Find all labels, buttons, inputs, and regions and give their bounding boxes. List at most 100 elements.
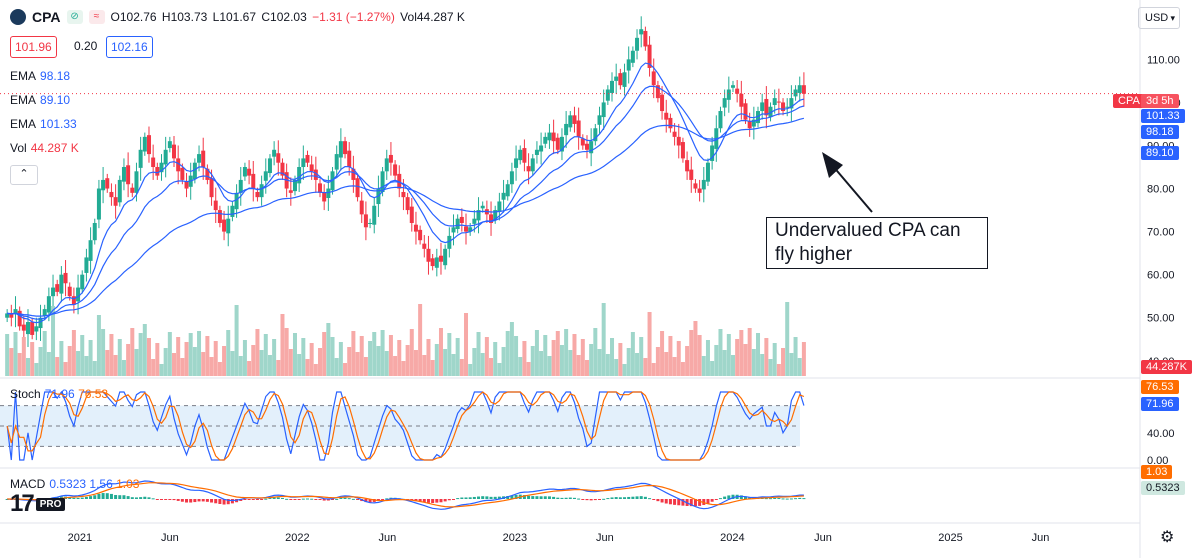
candle-body xyxy=(121,167,126,182)
macd-histogram-bar xyxy=(289,499,293,500)
macd-histogram-bar xyxy=(285,498,289,500)
collapse-legend-button[interactable]: ⌃ xyxy=(10,165,38,185)
macd-histogram-bar xyxy=(656,499,660,502)
macd-histogram-bar xyxy=(739,495,743,499)
ema-legend-2[interactable]: EMA 89.10 xyxy=(10,92,70,108)
volume-bar xyxy=(451,354,456,376)
volume-bar xyxy=(505,331,510,376)
volume-bar xyxy=(643,358,648,376)
macd-histogram-bar xyxy=(109,493,113,499)
macd-histogram-bar xyxy=(272,497,276,499)
flag-red-icon[interactable]: ≈ xyxy=(88,10,105,24)
candle-body xyxy=(409,206,414,223)
ema-2-price-label: 89.10 xyxy=(1141,146,1179,160)
volume-bar xyxy=(13,332,18,376)
macd-histogram-bar xyxy=(568,497,572,499)
volume-bar xyxy=(5,334,10,376)
volume-bar xyxy=(726,334,731,376)
candle-body xyxy=(593,128,598,142)
candle-body xyxy=(689,169,694,180)
volume-bar xyxy=(117,339,122,376)
bid-price-button[interactable]: 101.96 xyxy=(10,36,57,58)
stoch-legend[interactable]: Stoch 71.96 76.53 xyxy=(10,386,108,402)
annotation-line-1: Undervalued CPA can xyxy=(775,220,961,241)
volume-bar xyxy=(447,333,452,376)
macd-histogram-bar xyxy=(785,498,789,500)
macd-histogram-bar xyxy=(727,495,731,499)
volume-bar xyxy=(526,362,531,376)
candle-body xyxy=(142,136,147,152)
candle-body xyxy=(301,158,306,168)
candle-body xyxy=(489,214,494,223)
ema-1-price-label: 98.18 xyxy=(1141,125,1179,139)
macd-histogram-bar xyxy=(230,499,234,504)
volume-bar xyxy=(509,322,514,376)
candle-body xyxy=(138,149,143,168)
ema-legend-3[interactable]: EMA 101.33 xyxy=(10,116,77,132)
candle-body xyxy=(747,121,752,129)
volume-bar xyxy=(589,344,594,376)
candle-body xyxy=(343,141,348,155)
macd-histogram-bar xyxy=(773,497,777,499)
macd-histogram-bar xyxy=(623,497,627,499)
macd-legend[interactable]: MACD 0.5323 1.56 1.03 xyxy=(10,476,139,492)
macd-histogram-bar xyxy=(777,498,781,500)
volume-bar xyxy=(259,350,264,376)
macd-signal-price-label: 1.03 xyxy=(1141,465,1173,479)
annotation-box[interactable]: Undervalued CPA can fly higher xyxy=(766,217,988,269)
macd-histogram-bar xyxy=(564,497,568,499)
stoch-k-price-label: 71.96 xyxy=(1141,397,1179,411)
settings-gear-icon[interactable]: ⚙ xyxy=(1160,529,1175,546)
candle-body xyxy=(526,166,531,172)
candle-body xyxy=(664,112,669,120)
candle-body xyxy=(63,272,68,284)
macd-signal-value: 1.03 xyxy=(116,477,140,491)
volume-bar xyxy=(305,359,310,376)
volume-bar xyxy=(184,342,189,376)
macd-histogram-bar xyxy=(147,497,151,499)
volume-bar xyxy=(347,347,352,376)
flag-green-icon[interactable]: ⊘ xyxy=(66,10,83,24)
candle-body xyxy=(555,137,560,150)
volume-bar xyxy=(180,358,185,376)
macd-histogram-bar xyxy=(122,495,126,499)
macd-histogram-bar xyxy=(293,499,297,500)
candle-body xyxy=(59,274,64,294)
volume-bar xyxy=(764,338,769,376)
date-tick-label: 2022 xyxy=(285,532,309,544)
volume-bar xyxy=(680,362,685,376)
macd-histogram-bar xyxy=(243,499,247,500)
volume-bar xyxy=(630,332,635,376)
volume-bar xyxy=(30,342,35,376)
ask-price-button[interactable]: 102.16 xyxy=(106,36,153,58)
volume-bar xyxy=(664,352,669,376)
candle-body xyxy=(197,154,202,163)
symbol-name[interactable]: CPA xyxy=(32,9,61,25)
candle-body xyxy=(292,179,297,192)
volume-bar xyxy=(547,356,552,376)
candle-body xyxy=(167,141,172,149)
ema-legend-1[interactable]: EMA 98.18 xyxy=(10,68,70,84)
macd-histogram-bar xyxy=(247,499,251,500)
candle-body xyxy=(418,229,423,241)
macd-histogram-bar xyxy=(802,498,806,500)
macd-histogram-bar xyxy=(331,499,335,500)
candle-body xyxy=(789,98,794,109)
volume-bar xyxy=(151,359,156,376)
candle-body xyxy=(464,226,469,232)
macd-histogram-bar xyxy=(681,499,685,506)
volume-legend[interactable]: Vol 44.287 K xyxy=(10,140,79,156)
macd-histogram-bar xyxy=(126,496,130,499)
candle-body xyxy=(359,200,364,215)
tradingview-logo[interactable]: 17 PRO xyxy=(10,490,66,518)
volume-value: Vol44.287 K xyxy=(400,10,465,24)
volume-bar xyxy=(572,334,577,376)
macd-histogram-bar xyxy=(151,498,155,500)
currency-select[interactable]: USD ▾ xyxy=(1138,7,1180,29)
volume-bar xyxy=(676,341,681,376)
company-logo-icon xyxy=(10,9,26,25)
candle-body xyxy=(234,192,239,210)
volume-bar xyxy=(735,339,740,376)
macd-histogram-bar xyxy=(139,497,143,499)
candle-body xyxy=(697,188,702,193)
